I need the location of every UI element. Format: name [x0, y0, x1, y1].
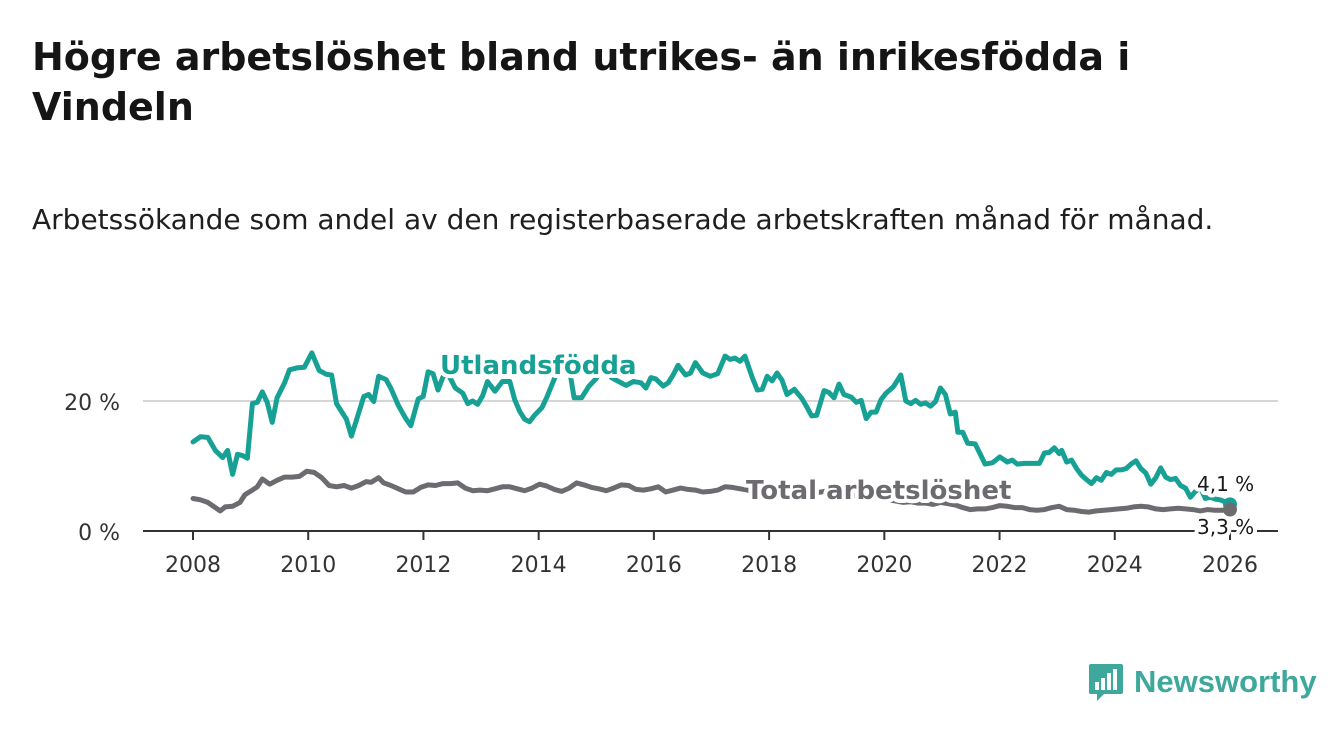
series-label-utlandsfodda-halo: Utlandsfödda: [440, 351, 637, 381]
x-tick-label: 2012: [395, 553, 451, 578]
series-lines: [190, 350, 1237, 517]
y-axis-ticks: 0 % 20 %: [64, 391, 120, 546]
x-axis: 2008 2010 2012 2014 2016 2018 2020 2022 2024 2026: [143, 530, 1278, 578]
end-point-total: [1223, 502, 1237, 517]
chart-title: Högre arbetslöshet bland utrikes- än inr…: [32, 35, 1131, 129]
x-tick-label: 2024: [1087, 553, 1143, 578]
x-tick-label: 2022: [972, 553, 1028, 578]
x-tick-label: 2020: [856, 553, 912, 578]
newsworthy-logo[interactable]: Newsworthy: [1088, 660, 1317, 704]
bar-chart-speech-bubble-icon: [1089, 664, 1123, 701]
x-tick-label: 2016: [626, 553, 682, 578]
end-value-total: 3,3 %: [1197, 515, 1254, 539]
series-label-total: Total arbetslöshet: [746, 476, 1011, 506]
end-value-total-halo: 3,3 %: [1197, 515, 1254, 539]
end-value-utlandsfodda: 4,1 %: [1197, 472, 1254, 496]
brand-name: Newsworthy: [1134, 664, 1317, 699]
series-label-utlandsfodda: Utlandsfödda: [440, 351, 637, 381]
x-tick-label: 2018: [741, 553, 797, 578]
x-tick-label: 2010: [280, 553, 336, 578]
chart-subtitle: Arbetssökande som andel av den registerb…: [32, 203, 1214, 236]
x-tick-label: 2014: [511, 553, 567, 578]
series-line-total: [190, 468, 1233, 515]
y-tick-label: 0 %: [78, 521, 120, 546]
series-line-utlandsfodda: [190, 350, 1233, 507]
x-tick-label: 2026: [1202, 553, 1258, 578]
y-tick-label: 20 %: [64, 391, 120, 416]
x-tick-label: 2008: [165, 553, 221, 578]
end-value-utlandsfodda-halo: 4,1 %: [1197, 472, 1254, 496]
series-label-total-halo: Total arbetslöshet: [746, 476, 1011, 506]
